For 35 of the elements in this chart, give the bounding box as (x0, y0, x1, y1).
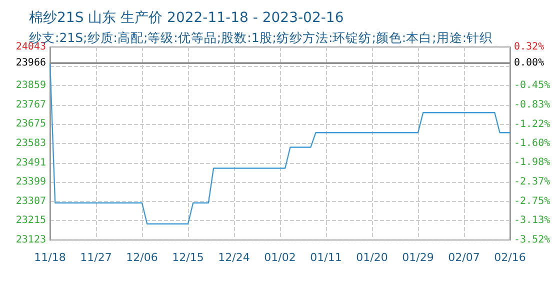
x-tick-label: 01/11 (310, 251, 342, 264)
x-tick-label: 01/29 (402, 251, 434, 264)
x-tick-label: 12/06 (126, 251, 158, 264)
y2-tick-label: -1.98% (514, 157, 550, 168)
y-tick-label: 23966 (16, 58, 46, 69)
x-tick-label: 02/07 (448, 251, 480, 264)
y-tick-label: 23859 (16, 80, 46, 92)
y-tick-label: 23215 (16, 215, 46, 226)
y-tick-label: 23307 (16, 196, 46, 207)
y2-tick-label: -3.13% (514, 214, 550, 226)
x-tick-label: 12/24 (218, 251, 250, 264)
line-series (49, 62, 511, 224)
y-tick-label: 23675 (16, 118, 46, 130)
y2-tick-label: -1.60% (514, 138, 550, 149)
y2-tick-label: -2.37% (514, 176, 550, 188)
y-tick-label: 23399 (16, 176, 46, 188)
y-tick-label: 24043 (16, 42, 46, 52)
chart-title: 棉纱21S 山东 生产价 2022-11-18 - 2023-02-16 (29, 10, 344, 26)
y2-tick-label: 0.00% (514, 58, 544, 69)
x-tick-label: 12/15 (172, 251, 204, 264)
x-tick-label: 11/27 (80, 251, 112, 264)
x-tick-label: 01/20 (356, 251, 388, 264)
x-tick-label: 01/02 (264, 251, 296, 264)
y-tick-label: 23123 (16, 234, 46, 246)
y2-tick-label: -3.52% (514, 234, 550, 246)
y2-tick-label: -1.22% (514, 118, 550, 130)
x-tick-label: 11/18 (34, 251, 66, 264)
x-tick-label: 02/16 (494, 251, 526, 264)
y2-tick-label: -2.75% (514, 196, 550, 207)
y2-tick-label: 0.32% (514, 42, 544, 52)
y-tick-label: 23767 (16, 99, 46, 110)
y-tick-label: 23491 (16, 157, 46, 168)
y2-tick-label: -0.83% (514, 99, 550, 110)
y-tick-label: 23583 (16, 138, 46, 149)
y2-tick-label: -0.45% (514, 80, 550, 92)
